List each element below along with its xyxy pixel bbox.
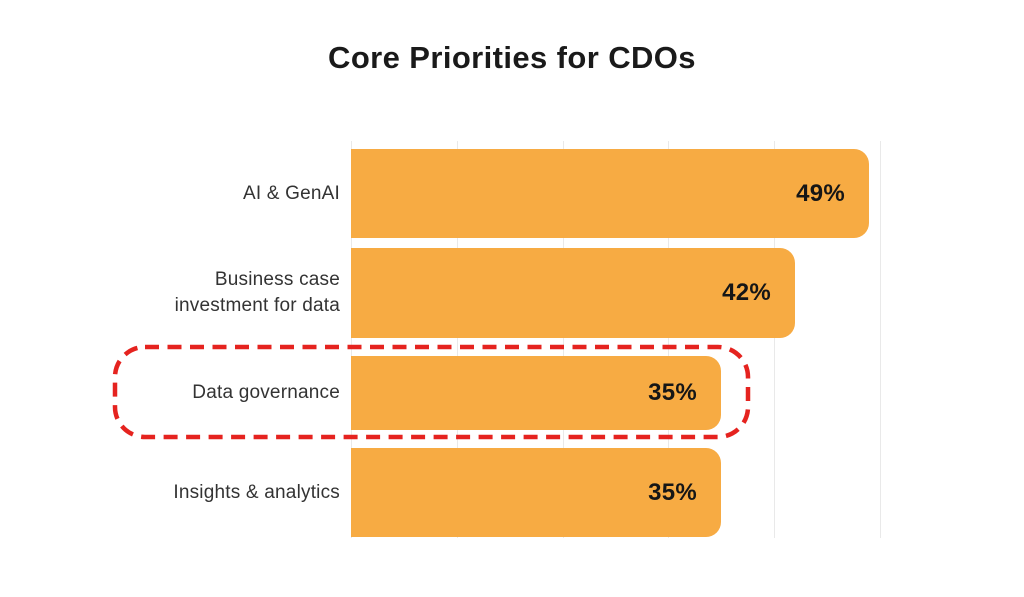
gridline xyxy=(880,141,881,538)
gridline xyxy=(351,141,352,538)
category-label: Data governance xyxy=(0,356,340,430)
category-label: AI & GenAI xyxy=(0,149,340,238)
category-label: Business case investment for data xyxy=(0,248,340,338)
category-label-line: AI & GenAI xyxy=(242,182,340,204)
gridline xyxy=(668,141,670,538)
bar-value-label: 35% xyxy=(648,478,697,506)
bar: 49% xyxy=(351,149,869,238)
bar-value-label: 35% xyxy=(648,379,697,406)
category-label-line: Business case xyxy=(214,269,340,290)
category-label-line: Data governance xyxy=(192,382,340,403)
gridline xyxy=(456,141,458,538)
bar: 42% xyxy=(351,248,795,338)
category-label: Insights & analytics xyxy=(0,448,340,537)
chart-title: Core Priorities for CDOs xyxy=(328,40,696,75)
category-label-line: investment for data xyxy=(174,295,340,316)
bar: 35% xyxy=(351,448,721,537)
bar-value-label: 49% xyxy=(796,179,845,207)
bar: 35% xyxy=(351,356,721,430)
gridline xyxy=(562,141,564,538)
bar-value-label: 42% xyxy=(722,279,771,306)
category-label-line: Insights & analytics xyxy=(173,481,340,503)
gridline xyxy=(774,141,776,538)
